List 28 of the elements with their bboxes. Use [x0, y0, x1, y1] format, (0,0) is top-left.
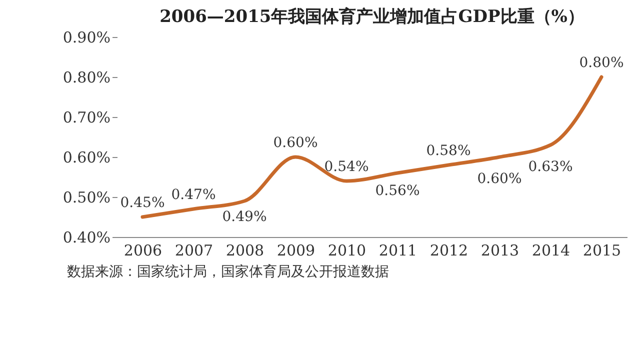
y-tick-label: 0.60%	[62, 148, 110, 166]
text: 0.49%	[222, 209, 267, 225]
text: 0.47%	[171, 187, 216, 203]
y-tick-label: 0.40%	[62, 228, 110, 246]
x-tick-label: 2010	[328, 242, 366, 260]
x-tick-label: 2006	[124, 242, 162, 260]
text: 0.58%	[426, 143, 471, 159]
text: 0.80%	[579, 55, 624, 71]
text: 0.54%	[324, 159, 369, 175]
x-tick-label: 2008	[226, 242, 264, 260]
text: 0.60%	[273, 135, 318, 151]
chart-title: 2006—2015年我国体育产业增加值占GDP比重（%）	[160, 6, 584, 27]
y-tick-label: 0.80%	[62, 68, 110, 86]
x-tick-label: 2007	[174, 242, 214, 260]
y-tick-label: 0.90%	[62, 28, 110, 46]
y-tick-label: 0.70%	[62, 108, 110, 126]
x-tick-label: 2014	[532, 242, 570, 260]
x-tick-label: 2015	[582, 242, 622, 260]
x-tick-label: 2011	[378, 242, 418, 260]
text: 0.63%	[528, 159, 573, 175]
text: 0.56%	[375, 183, 420, 199]
y-tick-label: 0.50%	[62, 188, 110, 206]
source-note: 数据来源：国家统计局，国家体育局及公开报道数据	[67, 263, 389, 280]
x-tick-label: 2013	[480, 242, 520, 260]
x-tick-label: 2009	[276, 242, 316, 260]
x-tick-label: 2012	[430, 242, 468, 260]
text: 0.45%	[120, 195, 165, 211]
text: 0.60%	[477, 171, 522, 187]
